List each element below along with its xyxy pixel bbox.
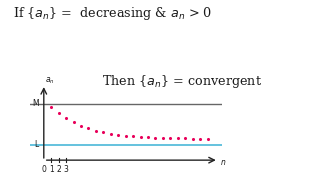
Point [153, 136, 158, 139]
Text: $a_n$: $a_n$ [45, 75, 55, 86]
Point [49, 105, 54, 108]
Point [123, 134, 128, 137]
Text: 0: 0 [41, 165, 46, 174]
Point [86, 127, 91, 130]
Point [168, 137, 173, 140]
Text: $n$: $n$ [220, 158, 227, 167]
Point [205, 137, 210, 140]
Point [145, 136, 150, 139]
Point [190, 137, 195, 140]
Point [108, 132, 113, 135]
Point [183, 137, 188, 140]
Point [64, 117, 69, 120]
Point [101, 131, 106, 134]
Point [116, 133, 121, 136]
Point [175, 137, 180, 140]
Text: 3: 3 [64, 165, 68, 174]
Text: Then {$a_n$} = convergent: Then {$a_n$} = convergent [102, 73, 262, 90]
Point [56, 112, 61, 115]
Point [78, 124, 84, 127]
Point [197, 137, 203, 140]
Point [71, 121, 76, 124]
Point [160, 136, 165, 139]
Point [131, 135, 136, 138]
Text: M: M [32, 99, 39, 108]
Text: 1: 1 [49, 165, 54, 174]
Text: If {$a_n$} =  decreasing & $a_n$ > 0: If {$a_n$} = decreasing & $a_n$ > 0 [13, 5, 212, 22]
Point [93, 129, 99, 132]
Text: L: L [34, 140, 39, 149]
Text: 2: 2 [56, 165, 61, 174]
Point [138, 135, 143, 138]
